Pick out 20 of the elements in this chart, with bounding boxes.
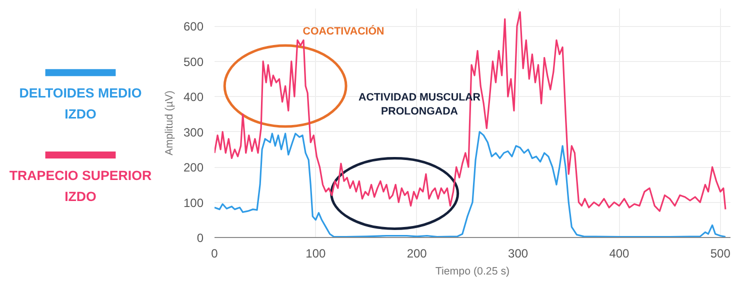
annotation: COACTIVACIÓN <box>302 24 384 38</box>
y-axis-title: Amplitud (µV) <box>163 90 176 156</box>
x-tick-label: 500 <box>710 246 731 260</box>
y-tick-label: 400 <box>183 90 204 104</box>
y-tick-label: 200 <box>183 160 204 175</box>
x-tick-label: 200 <box>406 246 428 260</box>
line-series <box>214 131 726 238</box>
y-tick-label: 0 <box>196 231 204 245</box>
x-axis-title: Tiempo (0.25 s) <box>435 266 510 278</box>
x-tick-label: 300 <box>508 246 528 260</box>
y-tick-label: 300 <box>183 125 204 140</box>
text: DELTOIDES MEDIO IZDO <box>19 86 142 122</box>
y-tick-label: 100 <box>183 196 204 210</box>
text: TRAPECIO SUPERIOR IZDO <box>9 168 152 204</box>
line-series <box>214 11 726 212</box>
x-tick-label: 400 <box>609 246 630 260</box>
x-tick-label: 0 <box>211 246 218 260</box>
y-tick-label: 600 <box>183 20 204 34</box>
x-tick-label: 100 <box>306 246 326 260</box>
y-tick-label: 500 <box>183 54 204 69</box>
